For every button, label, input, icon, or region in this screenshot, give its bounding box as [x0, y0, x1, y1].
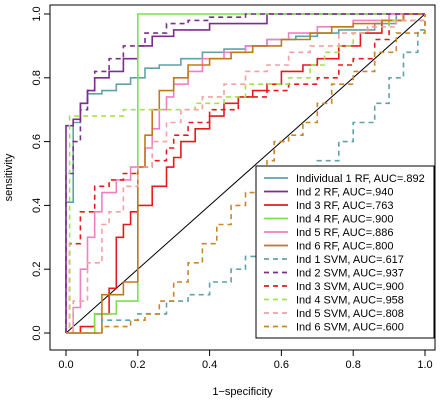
- legend-entry-11: Ind 5 SVM, AUC=.808: [296, 308, 404, 320]
- series-line-9: [66, 14, 426, 334]
- legend-entry-9: Ind 3 SVM, AUC=.900: [296, 281, 404, 293]
- y-tick-label: 0.4: [31, 198, 43, 213]
- legend-entry-10: Ind 4 SVM, AUC=.958: [296, 295, 404, 307]
- x-tick-label: 0.6: [274, 359, 289, 371]
- legend-entry-1: Individual 1 RF, AUC=.892: [296, 173, 425, 185]
- y-tick-label: 1.0: [31, 6, 43, 21]
- plot-area: [65, 13, 426, 334]
- series-line-4: [66, 13, 425, 334]
- y-tick-label: 0.2: [31, 262, 43, 277]
- y-tick-label: 0.0: [31, 325, 43, 340]
- series-line-3: [66, 13, 425, 334]
- reference-diagonal-line: [65, 13, 426, 334]
- legend: Individual 1 RF, AUC=.892 Ind 2 RF, AUC=.…: [255, 165, 435, 339]
- legend-entry-6: Ind 6 RF, AUC=.800: [296, 241, 394, 253]
- legend-entry-8: Ind 2 SVM, AUC=.937: [296, 268, 404, 280]
- y-axis: 0.0 0.2 0.4 0.6 0.8 1.0: [31, 6, 51, 341]
- y-axis-title: sensitivity: [3, 153, 15, 201]
- y-tick-label: 0.6: [31, 134, 43, 149]
- x-axis-title: 1−specificity: [212, 386, 273, 398]
- series-line-10: [66, 14, 426, 334]
- legend-entry-12: Ind 6 SVM, AUC=.600: [296, 322, 404, 334]
- x-axis: 0.0 0.2 0.4 0.6 0.8 1.0: [58, 349, 433, 371]
- legend-entry-4: Ind 4 RF, AUC=.900: [296, 214, 394, 226]
- x-tick-label: 0.2: [130, 359, 145, 371]
- y-tick-label: 0.8: [31, 70, 43, 85]
- x-tick-label: 0.8: [346, 359, 361, 371]
- x-tick-label: 0.4: [202, 359, 217, 371]
- legend-entry-5: Ind 5 RF, AUC=.886: [296, 227, 394, 239]
- legend-entry-7: Ind 1 SVM, AUC=.617: [296, 254, 404, 266]
- series-line-5: [66, 13, 425, 334]
- legend-entry-3: Ind 3 RF, AUC=.763: [296, 200, 394, 212]
- legend-entry-2: Ind 2 RF, AUC=.940: [296, 187, 394, 199]
- legend-box: [255, 165, 435, 339]
- x-tick-label: 0.0: [58, 359, 73, 371]
- x-tick-label: 1.0: [417, 359, 432, 371]
- series-line-11: [66, 14, 426, 334]
